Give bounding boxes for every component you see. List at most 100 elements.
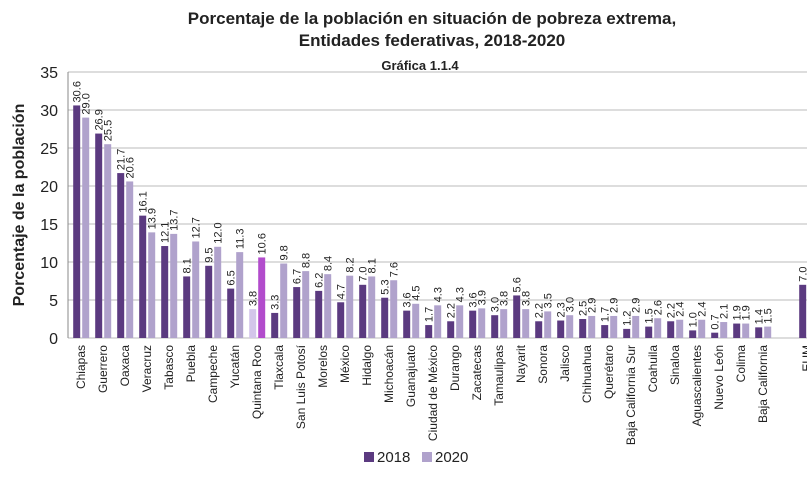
value-label: 1.9 xyxy=(741,305,753,320)
x-tick-label: Tabasco xyxy=(162,345,176,390)
bar xyxy=(315,290,323,338)
bar xyxy=(425,325,433,338)
chart-title: Porcentaje de la población en situación … xyxy=(188,9,676,28)
value-label: 6.5 xyxy=(226,270,238,285)
value-label: 21.7 xyxy=(116,149,128,170)
bar xyxy=(434,305,442,338)
bar xyxy=(667,321,675,338)
chart-caption: Gráfica 1.1.4 xyxy=(381,58,459,73)
x-tick-label: Yucatán xyxy=(228,345,242,388)
y-tick-label: 25 xyxy=(40,141,58,158)
bar xyxy=(117,173,125,338)
value-label: 13.9 xyxy=(147,208,159,229)
bar xyxy=(764,326,772,338)
bar xyxy=(733,323,741,338)
value-label: 0.7 xyxy=(710,314,722,329)
value-label: 8.4 xyxy=(323,256,335,271)
bar xyxy=(104,144,112,338)
value-label: 2.3 xyxy=(556,302,568,317)
bar xyxy=(522,309,530,338)
x-tick-label: Guanajuato xyxy=(404,345,418,407)
value-label: 16.1 xyxy=(138,191,150,212)
x-tick-label: Hidalgo xyxy=(360,345,374,386)
value-label: 25.5 xyxy=(103,120,115,141)
bar xyxy=(368,276,376,338)
x-tick-label: Sonora xyxy=(536,345,550,384)
value-label: 3.8 xyxy=(521,291,533,306)
value-label: 1.9 xyxy=(732,305,744,320)
value-label: 1.0 xyxy=(688,312,700,327)
bar xyxy=(588,315,596,338)
x-tick-label: Nayarit xyxy=(514,344,528,383)
value-label: 8.8 xyxy=(301,253,313,268)
bar xyxy=(249,309,257,338)
value-label: 7.6 xyxy=(389,262,401,277)
bar xyxy=(632,315,640,338)
x-tick-label: Nuevo León xyxy=(712,345,726,410)
bar xyxy=(623,328,631,338)
bar xyxy=(280,263,288,338)
legend-label: 2018 xyxy=(377,449,410,466)
bar xyxy=(456,305,464,338)
value-label: 8.1 xyxy=(367,258,379,273)
bar xyxy=(82,117,90,338)
x-tick-label: México xyxy=(338,345,352,383)
value-label: 7.0 xyxy=(798,267,807,282)
x-tick-label: Jalisco xyxy=(558,345,572,382)
bar xyxy=(183,276,191,338)
bar xyxy=(381,297,389,338)
x-tick-label: Durango xyxy=(448,345,462,391)
value-label: 3.0 xyxy=(490,297,502,312)
x-tick-label: Oaxaca xyxy=(118,345,132,387)
value-label: 20.6 xyxy=(125,157,137,178)
value-label: 1.5 xyxy=(644,308,656,323)
value-label: 3.6 xyxy=(402,292,414,307)
bar xyxy=(544,311,552,338)
value-label: 3.8 xyxy=(248,291,260,306)
bar xyxy=(258,257,266,338)
bar xyxy=(302,271,310,338)
bar xyxy=(513,295,521,338)
value-label: 2.1 xyxy=(719,304,731,319)
chart-subtitle: Entidades federativas, 2018-2020 xyxy=(299,31,565,50)
bar xyxy=(610,315,618,338)
x-tick-label: Morelos xyxy=(316,345,330,388)
x-tick-label: Aguascalientes xyxy=(690,345,704,426)
x-tick-label: Puebla xyxy=(184,345,198,383)
bar xyxy=(447,321,455,338)
x-tick-label: San Luis Potosí xyxy=(294,344,308,429)
value-label: 2.9 xyxy=(609,298,621,313)
bar xyxy=(161,246,169,338)
value-label: 2.6 xyxy=(653,300,665,315)
x-tick-label: Tamaulipas xyxy=(492,345,506,406)
bar xyxy=(654,318,662,338)
value-label: 4.5 xyxy=(411,286,423,301)
x-tick-label: Zacatecas xyxy=(470,345,484,400)
bar xyxy=(742,323,750,338)
bar xyxy=(566,315,574,338)
bar xyxy=(720,322,728,338)
value-label: 1.2 xyxy=(622,311,634,326)
value-label: 2.2 xyxy=(534,303,546,318)
value-label: 8.1 xyxy=(182,258,194,273)
x-tick-label: Chiapas xyxy=(74,345,88,389)
value-label: 4.3 xyxy=(433,287,445,302)
bar xyxy=(689,330,697,338)
value-label: 3.5 xyxy=(543,293,555,308)
value-label: 1.4 xyxy=(754,309,766,324)
bar xyxy=(126,181,134,338)
x-tick-label: Querétaro xyxy=(602,345,616,399)
x-tick-label: Baja California Sur xyxy=(624,345,638,445)
value-label: 2.5 xyxy=(578,301,590,316)
bar xyxy=(469,310,477,338)
bar xyxy=(205,265,213,338)
value-label: 9.5 xyxy=(204,248,216,263)
x-tick-label: Tlaxcala xyxy=(272,345,286,390)
y-axis-label: Porcentaje de la población xyxy=(11,104,28,307)
bar xyxy=(214,246,222,338)
x-tick-label: Guerrero xyxy=(96,345,110,393)
y-tick-label: 20 xyxy=(40,179,58,196)
value-label: 2.4 xyxy=(697,301,709,316)
value-label: 1.7 xyxy=(424,307,436,322)
x-tick-label: Ciudad de México xyxy=(426,345,440,441)
